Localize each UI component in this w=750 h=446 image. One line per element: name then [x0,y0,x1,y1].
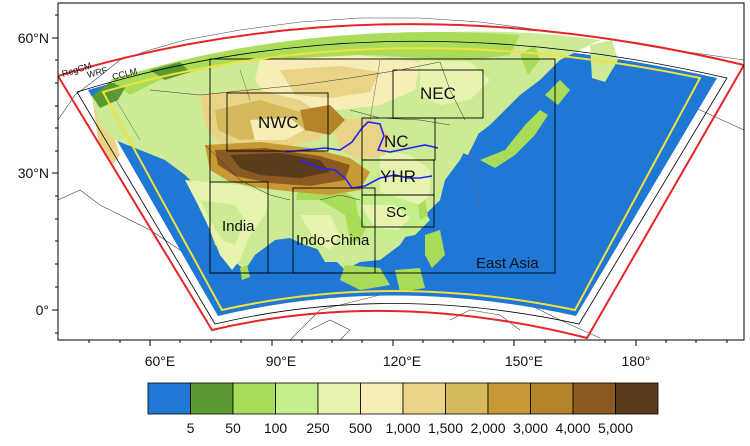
colorbar-tick-label: 5 [187,420,195,436]
lon-label-150e: 150°E [505,353,543,369]
region-label-nwc: NWC [258,113,299,132]
colorbar-tick-label: 100 [264,420,288,436]
colorbar-tick-label: 1,500 [428,420,463,436]
region-label-sc: SC [386,204,407,221]
colorbar-swatch [402,382,446,415]
region-box-sc [361,194,435,228]
region-label-indochina: Indo-China [296,232,370,249]
region-box-east-asia [209,58,556,274]
yangtze-river [299,159,433,189]
colorbar-tick-label: 1,000 [385,420,420,436]
region-box-nec [392,69,484,119]
colorbar-swatch [615,382,659,415]
lon-label-90e: 90°E [266,353,297,369]
colorbar-tick-label: 50 [225,420,241,436]
land-elevation [92,31,618,292]
yellow-river [284,121,439,153]
regcm-domain-boundary [58,23,744,340]
region-label-nc: NC [384,132,409,151]
country-borders [149,61,466,201]
colorbar-tick-label: 4,000 [555,420,590,436]
colorbar-swatch [572,382,616,415]
colorbar-swatch [190,382,234,415]
plot-frame [57,2,745,341]
colorbar-tick-label: 5,000 [598,420,633,436]
region-label-india: India [222,218,255,235]
region-box-india [209,181,269,274]
elevation-colorbar: 5 50 100 250 500 1,000 1,500 2,000 3,000 4,000 5,0… [147,382,659,436]
analysis-regions [209,58,556,274]
colorbar-swatch [232,382,276,415]
lon-label-180: 180° [622,353,651,369]
region-box-nwc [226,92,329,152]
region-label-eastasia: East Asia [476,255,539,272]
cclm-domain-boundary [101,47,702,312]
colorbar-tick-label: 250 [306,420,330,436]
lon-label-60e: 60°E [145,353,176,369]
lon-label-120e: 120°E [383,353,421,369]
axis-ticks [52,14,728,346]
lat-label-60n: 60°N [18,30,49,46]
colorbar-tick-label: 500 [349,420,373,436]
wrf-domain-boundary [76,40,728,325]
lat-label-0: 0° [36,302,49,318]
lat-lon-grid [109,59,481,211]
colorbar-tick-label: 3,000 [513,420,548,436]
colorbar-swatch [317,382,361,415]
region-label-yhr: YHR [380,167,416,186]
colorbar-swatch [445,382,489,415]
lat-label-30n: 30°N [18,165,49,181]
colorbar-swatch [530,382,574,415]
colorbar-swatch [147,382,191,415]
colorbar-swatch [360,382,404,415]
colorbar-swatch [275,382,319,415]
colorbar-tick-label: 2,000 [470,420,505,436]
region-box-indochina [292,187,376,274]
colorbar-swatch [487,382,531,415]
region-label-nec: NEC [420,84,456,103]
